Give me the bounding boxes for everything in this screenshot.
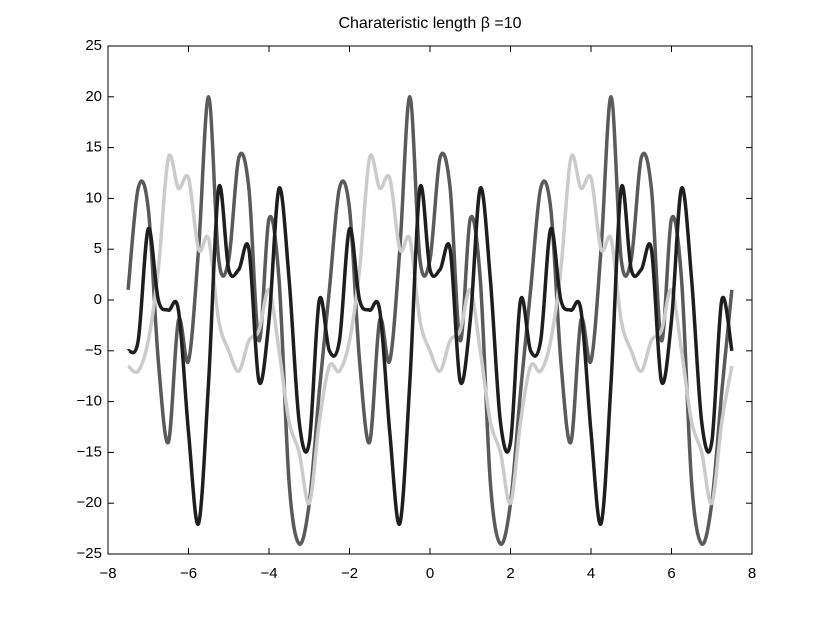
x-tick-label: −2: [341, 565, 358, 582]
y-tick-label: 5: [94, 240, 102, 257]
x-tick-label: −4: [260, 565, 277, 582]
y-tick-label: −10: [77, 393, 102, 410]
x-tick-label: 6: [667, 565, 675, 582]
y-tick-label: 25: [85, 37, 102, 54]
y-tick-label: −20: [77, 494, 102, 511]
y-tick-label: 15: [85, 139, 102, 156]
x-tick-label: 2: [506, 565, 514, 582]
x-tick-label: 0: [426, 565, 434, 582]
y-tick-label: 0: [94, 291, 102, 308]
y-tick-label: 10: [85, 189, 102, 206]
line-series: [126, 183, 734, 526]
x-tick-label: −8: [99, 565, 116, 582]
x-tick-label: 8: [748, 565, 756, 582]
y-tick-label: 20: [85, 88, 102, 105]
line-series: [127, 153, 734, 505]
y-tick-label: −5: [85, 342, 102, 359]
x-tick-label: 4: [587, 565, 595, 582]
y-tick-label: −25: [77, 545, 102, 562]
y-tick-label: −15: [77, 443, 102, 460]
chart-title: Charateristic length β =10: [338, 15, 521, 32]
x-tick-label: −6: [180, 565, 197, 582]
